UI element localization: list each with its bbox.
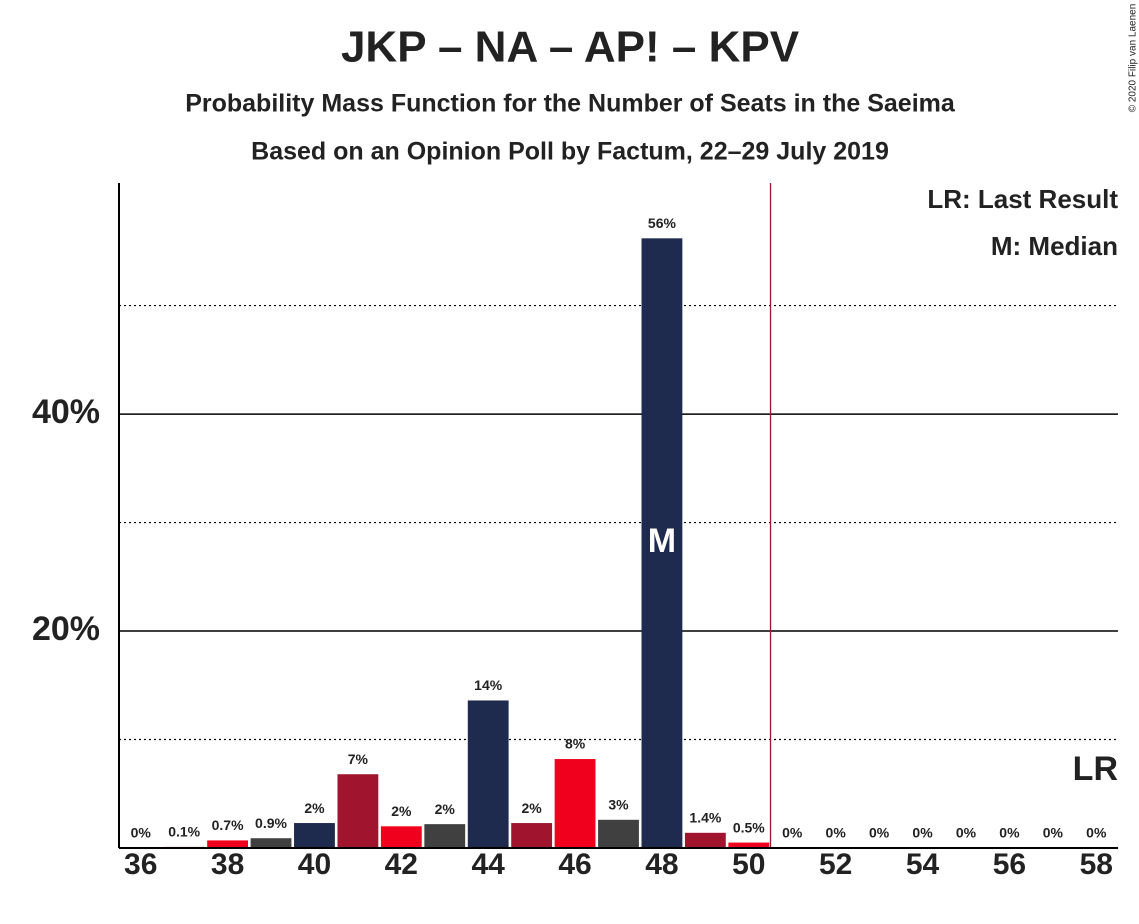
value-label: 0% (826, 825, 847, 841)
bar (337, 774, 379, 848)
y-tick-label: 40% (32, 393, 100, 431)
value-label: 0.5% (733, 819, 765, 835)
x-tick-label: 42 (385, 848, 418, 881)
value-label: 56% (648, 215, 677, 231)
x-tick-label: 46 (558, 848, 591, 881)
bar (380, 826, 422, 848)
bar (294, 823, 335, 848)
value-label: 0.1% (168, 824, 200, 840)
value-label: 0% (869, 825, 890, 841)
x-tick-label: 50 (732, 848, 765, 881)
value-label: 2% (522, 800, 543, 816)
bar (207, 840, 249, 848)
chart-title: JKP – NA – AP! – KPV (341, 23, 800, 72)
bar (467, 700, 509, 848)
value-label: 14% (474, 677, 503, 693)
last-result-marker: LR (1073, 750, 1118, 788)
x-tick-label: 44 (472, 848, 506, 881)
value-label: 3% (608, 796, 629, 812)
bar (511, 823, 553, 848)
value-label: 0% (1043, 825, 1064, 841)
bar (641, 238, 683, 848)
x-tick-label: 36 (124, 848, 157, 881)
bar (684, 832, 726, 848)
x-tick-label: 40 (298, 848, 331, 881)
bar (554, 759, 596, 848)
value-label: 2% (391, 803, 412, 819)
value-label: 7% (348, 751, 369, 767)
value-label: 0% (956, 825, 977, 841)
value-label: 0.7% (212, 817, 244, 833)
value-label: 0% (1086, 825, 1107, 841)
value-label: 0% (912, 825, 933, 841)
legend-entry: LR: Last Result (927, 184, 1118, 214)
bar (424, 824, 466, 848)
value-label: 8% (565, 736, 586, 752)
x-tick-label: 52 (819, 848, 852, 881)
value-label: 1.4% (689, 810, 721, 826)
y-tick-label: 20% (32, 610, 100, 648)
x-tick-label: 58 (1080, 848, 1113, 881)
value-label: 2% (435, 801, 456, 817)
legend-entry: M: Median (991, 231, 1118, 261)
value-label: 0.9% (255, 815, 287, 831)
x-tick-label: 48 (645, 848, 678, 881)
x-tick-label: 38 (211, 848, 244, 881)
value-label: 0% (131, 825, 152, 841)
x-tick-label: 56 (993, 848, 1026, 881)
bar (598, 819, 639, 848)
chart-subtitle: Based on an Opinion Poll by Factum, 22–2… (251, 138, 889, 166)
value-label: 0% (999, 825, 1020, 841)
value-label: 0% (782, 825, 803, 841)
x-tick-label: 54 (906, 848, 940, 881)
copyright: © 2020 Filip van Laenen (1128, 4, 1139, 113)
median-marker: M (648, 522, 676, 560)
chart-subtitle: Probability Mass Function for the Number… (185, 90, 956, 118)
value-label: 2% (304, 800, 325, 816)
bar (728, 842, 770, 848)
bar (250, 838, 292, 848)
